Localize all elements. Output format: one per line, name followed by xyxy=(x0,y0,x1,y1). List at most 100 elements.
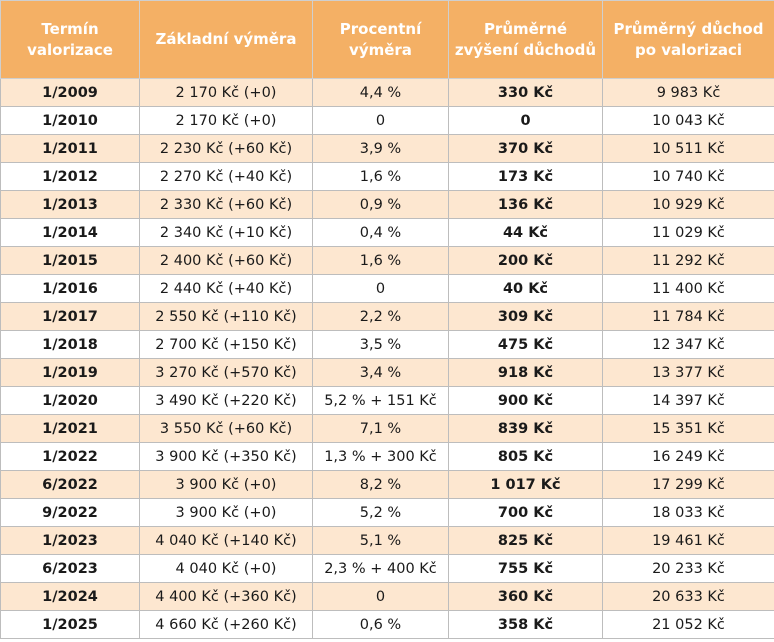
cell-average: 11 400 Kč xyxy=(602,274,774,303)
cell-base: 2 340 Kč (+10 Kč) xyxy=(139,218,313,247)
cell-term: 1/2017 xyxy=(0,302,140,331)
cell-term: 1/2018 xyxy=(0,330,140,359)
cell-base: 2 230 Kč (+60 Kč) xyxy=(139,134,313,163)
cell-percent: 5,1 % xyxy=(312,526,449,555)
header-base: Základní výměra xyxy=(139,0,313,79)
table-row: 6/2023 4 040 Kč (+0) 2,3 % + 400 Kč 755 Kč 2… xyxy=(0,554,774,583)
cell-increase: 900 Kč xyxy=(448,386,603,415)
cell-average: 16 249 Kč xyxy=(602,442,774,471)
cell-increase: 173 Kč xyxy=(448,162,603,191)
cell-increase: 330 Kč xyxy=(448,78,603,107)
cell-percent: 2,2 % xyxy=(312,302,449,331)
cell-increase: 755 Kč xyxy=(448,554,603,583)
cell-increase: 370 Kč xyxy=(448,134,603,163)
table-row: 1/2014 2 340 Kč (+10 Kč) 0,4 % 44 Kč 11 029 … xyxy=(0,218,774,247)
cell-increase: 1 017 Kč xyxy=(448,470,603,499)
table-row: 1/2015 2 400 Kč (+60 Kč) 1,6 % 200 Kč 11 292… xyxy=(0,246,774,275)
table-row: 1/2012 2 270 Kč (+40 Kč) 1,6 % 173 Kč 10 740… xyxy=(0,162,774,191)
cell-average: 10 740 Kč xyxy=(602,162,774,191)
cell-base: 3 270 Kč (+570 Kč) xyxy=(139,358,313,387)
table-row: 9/2022 3 900 Kč (+0) 5,2 % 700 Kč 18 033 Kč xyxy=(0,498,774,527)
cell-term: 1/2021 xyxy=(0,414,140,443)
cell-percent: 0 xyxy=(312,582,449,611)
cell-base: 2 550 Kč (+110 Kč) xyxy=(139,302,313,331)
cell-term: 1/2023 xyxy=(0,526,140,555)
table-row: 6/2022 3 900 Kč (+0) 8,2 % 1 017 Kč 17 299 K… xyxy=(0,470,774,499)
table-row: 1/2021 3 550 Kč (+60 Kč) 7,1 % 839 Kč 15 351… xyxy=(0,414,774,443)
cell-base: 2 170 Kč (+0) xyxy=(139,78,313,107)
cell-average: 14 397 Kč xyxy=(602,386,774,415)
cell-term: 1/2016 xyxy=(0,274,140,303)
cell-base: 3 550 Kč (+60 Kč) xyxy=(139,414,313,443)
header-increase: Průměrné zvýšení důchodů xyxy=(448,0,603,79)
cell-average: 10 043 Kč xyxy=(602,106,774,135)
cell-average: 17 299 Kč xyxy=(602,470,774,499)
cell-term: 1/2014 xyxy=(0,218,140,247)
cell-percent: 1,3 % + 300 Kč xyxy=(312,442,449,471)
cell-percent: 0,4 % xyxy=(312,218,449,247)
cell-base: 3 900 Kč (+0) xyxy=(139,498,313,527)
cell-increase: 360 Kč xyxy=(448,582,603,611)
cell-percent: 0 xyxy=(312,106,449,135)
cell-increase: 44 Kč xyxy=(448,218,603,247)
cell-increase: 200 Kč xyxy=(448,246,603,275)
cell-base: 2 440 Kč (+40 Kč) xyxy=(139,274,313,303)
cell-average: 10 511 Kč xyxy=(602,134,774,163)
cell-percent: 5,2 % + 151 Kč xyxy=(312,386,449,415)
cell-percent: 0,9 % xyxy=(312,190,449,219)
cell-term: 1/2013 xyxy=(0,190,140,219)
cell-term: 1/2011 xyxy=(0,134,140,163)
cell-average: 13 377 Kč xyxy=(602,358,774,387)
cell-base: 3 490 Kč (+220 Kč) xyxy=(139,386,313,415)
cell-percent: 3,4 % xyxy=(312,358,449,387)
cell-base: 2 270 Kč (+40 Kč) xyxy=(139,162,313,191)
cell-increase: 136 Kč xyxy=(448,190,603,219)
cell-term: 6/2023 xyxy=(0,554,140,583)
cell-term: 1/2015 xyxy=(0,246,140,275)
table-body: 1/2009 2 170 Kč (+0) 4,4 % 330 Kč 9 983 Kč 1/… xyxy=(0,78,774,639)
cell-increase: 0 xyxy=(448,106,603,135)
cell-average: 11 292 Kč xyxy=(602,246,774,275)
cell-percent: 4,4 % xyxy=(312,78,449,107)
cell-term: 1/2012 xyxy=(0,162,140,191)
cell-increase: 839 Kč xyxy=(448,414,603,443)
cell-term: 9/2022 xyxy=(0,498,140,527)
cell-average: 18 033 Kč xyxy=(602,498,774,527)
cell-base: 2 330 Kč (+60 Kč) xyxy=(139,190,313,219)
cell-increase: 40 Kč xyxy=(448,274,603,303)
cell-base: 2 400 Kč (+60 Kč) xyxy=(139,246,313,275)
table-header: Termín valorizace Základní výměra Procen… xyxy=(0,0,774,79)
table-row: 1/2016 2 440 Kč (+40 Kč) 0 40 Kč 11 400 Kč xyxy=(0,274,774,303)
cell-base: 4 040 Kč (+140 Kč) xyxy=(139,526,313,555)
cell-average: 20 233 Kč xyxy=(602,554,774,583)
table-row: 1/2024 4 400 Kč (+360 Kč) 0 360 Kč 20 633 Kč xyxy=(0,582,774,611)
cell-increase: 700 Kč xyxy=(448,498,603,527)
cell-term: 1/2020 xyxy=(0,386,140,415)
cell-percent: 0,6 % xyxy=(312,610,449,639)
cell-average: 12 347 Kč xyxy=(602,330,774,359)
cell-term: 1/2025 xyxy=(0,610,140,639)
cell-percent: 7,1 % xyxy=(312,414,449,443)
table-row: 1/2017 2 550 Kč (+110 Kč) 2,2 % 309 Kč 11 78… xyxy=(0,302,774,331)
header-term: Termín valorizace xyxy=(0,0,140,79)
cell-base: 2 700 Kč (+150 Kč) xyxy=(139,330,313,359)
cell-term: 6/2022 xyxy=(0,470,140,499)
cell-percent: 3,5 % xyxy=(312,330,449,359)
table-row: 1/2019 3 270 Kč (+570 Kč) 3,4 % 918 Kč 13 37… xyxy=(0,358,774,387)
cell-percent: 1,6 % xyxy=(312,162,449,191)
cell-base: 4 040 Kč (+0) xyxy=(139,554,313,583)
cell-term: 1/2009 xyxy=(0,78,140,107)
cell-term: 1/2019 xyxy=(0,358,140,387)
cell-increase: 825 Kč xyxy=(448,526,603,555)
cell-base: 4 400 Kč (+360 Kč) xyxy=(139,582,313,611)
table-row: 1/2025 4 660 Kč (+260 Kč) 0,6 % 358 Kč 21 05… xyxy=(0,610,774,639)
cell-percent: 5,2 % xyxy=(312,498,449,527)
table-row: 1/2020 3 490 Kč (+220 Kč) 5,2 % + 151 Kč 90… xyxy=(0,386,774,415)
table-row: 1/2009 2 170 Kč (+0) 4,4 % 330 Kč 9 983 Kč xyxy=(0,78,774,107)
cell-base: 3 900 Kč (+350 Kč) xyxy=(139,442,313,471)
cell-average: 10 929 Kč xyxy=(602,190,774,219)
cell-increase: 805 Kč xyxy=(448,442,603,471)
cell-average: 11 784 Kč xyxy=(602,302,774,331)
table-row: 1/2011 2 230 Kč (+60 Kč) 3,9 % 370 Kč 10 511… xyxy=(0,134,774,163)
header-row: Termín valorizace Základní výměra Procen… xyxy=(0,0,774,79)
